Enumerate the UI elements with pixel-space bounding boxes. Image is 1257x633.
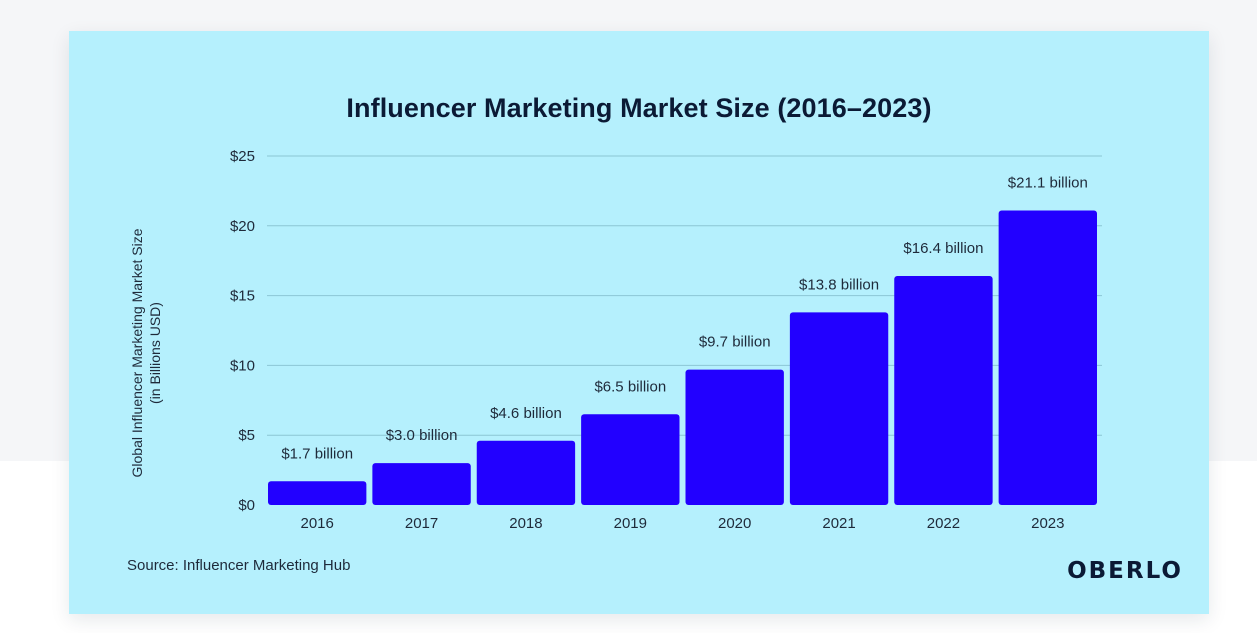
- y-tick-label: $5: [238, 427, 255, 444]
- bar-chart: $0 $5 $10 $15 $20 $25 $1.7 billion 2016 $3.0 bil…: [230, 148, 1102, 532]
- data-label: $6.5 billion: [594, 378, 666, 395]
- data-label: $4.6 billion: [490, 405, 562, 422]
- data-label: $9.7 billion: [699, 334, 771, 351]
- data-label: $13.8 billion: [799, 276, 879, 293]
- x-tick-label: 2022: [927, 515, 960, 532]
- bar: [894, 276, 993, 505]
- data-label: $3.0 billion: [386, 427, 458, 444]
- bar: [268, 481, 367, 505]
- x-tick-label: 2016: [301, 515, 334, 532]
- y-tick-label: $10: [230, 357, 255, 374]
- y-tick-label: $15: [230, 288, 255, 305]
- y-tick-label: $0: [238, 497, 255, 514]
- chart-title: Influencer Marketing Market Size (2016–2…: [346, 93, 932, 123]
- bar: [789, 312, 889, 505]
- brand-logo: OBERLO: [1067, 558, 1183, 584]
- x-tick-label: 2023: [1031, 515, 1064, 532]
- x-tick-label: 2020: [718, 515, 751, 532]
- data-label: $1.7 billion: [281, 445, 353, 462]
- source-note: Source: Influencer Marketing Hub: [127, 557, 351, 574]
- y-tick-label: $25: [230, 148, 255, 165]
- x-tick-label: 2017: [405, 515, 438, 532]
- bar: [372, 463, 471, 505]
- x-tick-label: 2019: [614, 515, 647, 532]
- x-tick-label: 2018: [509, 515, 542, 532]
- data-label: $21.1 billion: [1008, 174, 1088, 191]
- data-label: $16.4 billion: [903, 240, 983, 257]
- chart-card: Influencer Marketing Market Size (2016–2…: [69, 31, 1209, 614]
- y-tick-label: $20: [230, 218, 255, 235]
- bar: [685, 369, 784, 505]
- bar: [581, 414, 680, 505]
- x-tick-label: 2021: [822, 515, 855, 532]
- bar: [998, 210, 1097, 505]
- bar: [476, 440, 576, 505]
